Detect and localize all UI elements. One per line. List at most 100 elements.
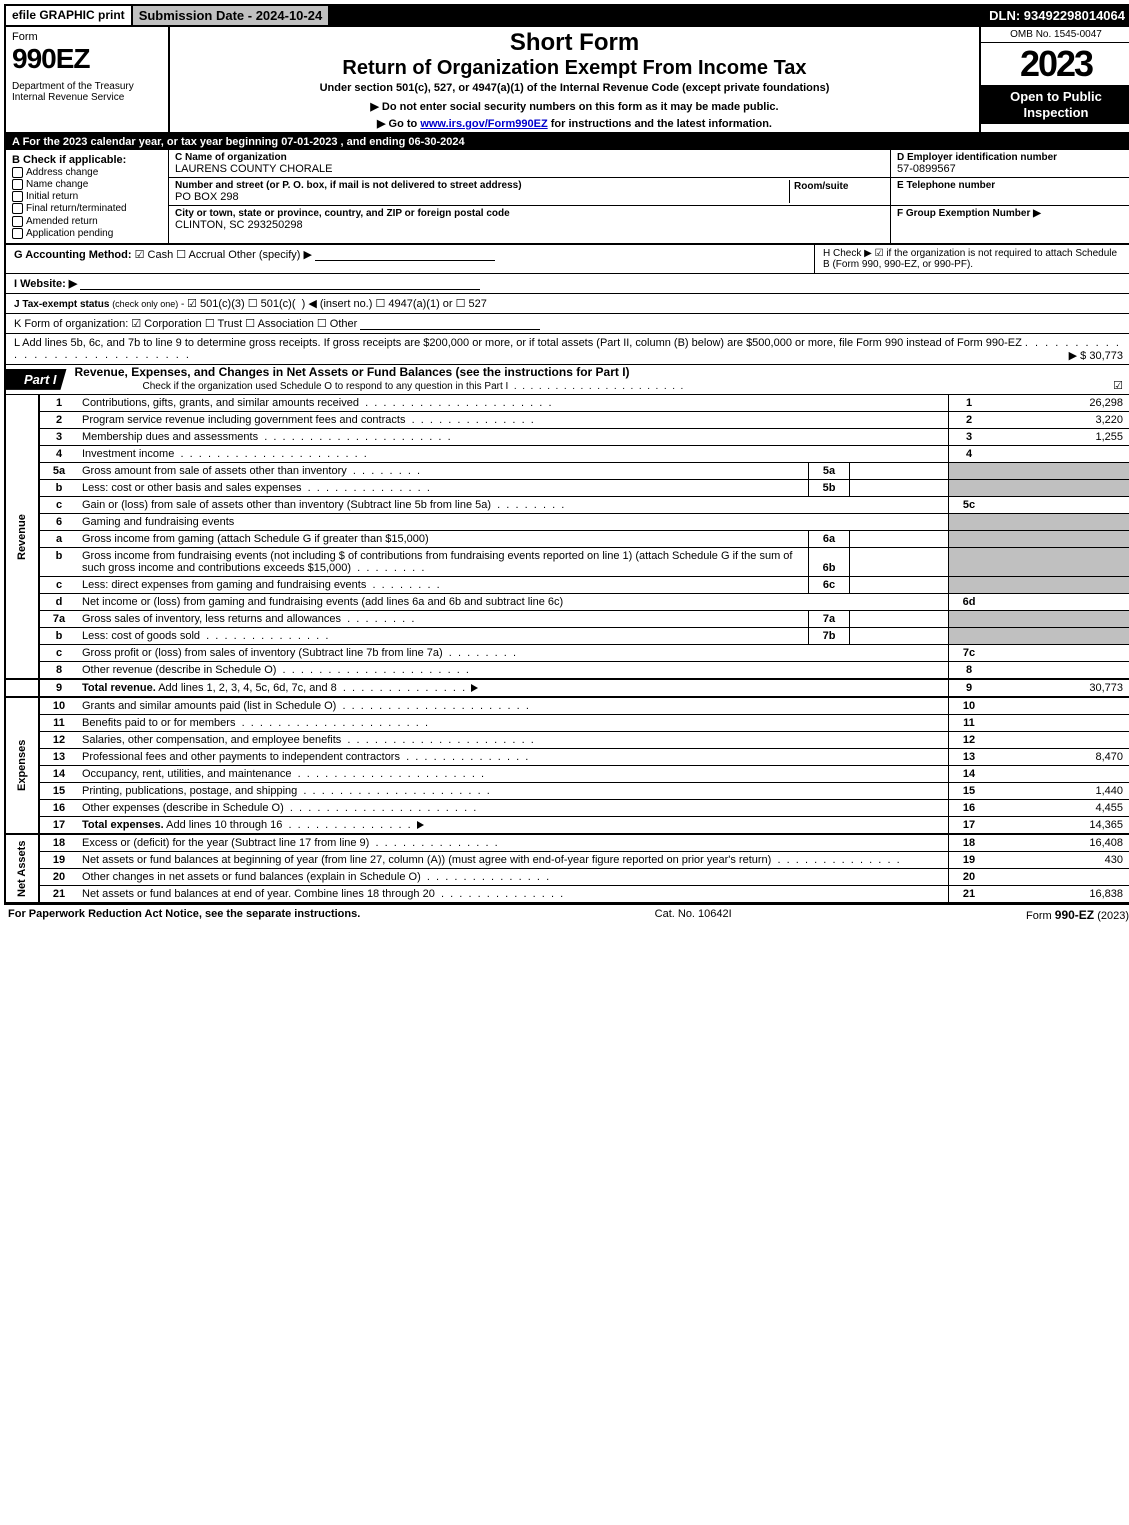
department-label: Department of the Treasury Internal Reve…: [12, 81, 162, 103]
open-inspection-badge: Open to Public Inspection: [981, 85, 1129, 124]
column-b: B Check if applicable: Address change Na…: [6, 150, 169, 243]
part1-tag: Part I: [6, 369, 67, 390]
line-17: 17 Total expenses. Add lines 10 through …: [5, 816, 1129, 834]
form-word: Form: [12, 31, 162, 43]
org-address: PO BOX 298: [175, 191, 789, 203]
gh-block: G Accounting Method: ☑ Cash ☐ Accrual Ot…: [4, 245, 1129, 274]
line-20: 20 Other changes in net assets or fund b…: [5, 868, 1129, 885]
header-mid: Short Form Return of Organization Exempt…: [170, 27, 979, 132]
expenses-side-label: Expenses: [5, 697, 39, 834]
ein-value: 57-0899567: [897, 163, 1125, 175]
line-8: 8 Other revenue (describe in Schedule O)…: [5, 661, 1129, 679]
l-gross-receipts: L Add lines 5b, 6c, and 7b to line 9 to …: [4, 334, 1129, 365]
header-left: Form 990EZ Department of the Treasury In…: [6, 27, 170, 132]
b-opt-final[interactable]: Final return/terminated: [12, 203, 162, 214]
g-other-line[interactable]: [315, 248, 495, 261]
b-opt-initial[interactable]: Initial return: [12, 191, 162, 202]
room-label: Room/suite: [794, 181, 848, 192]
line-2: 2 Program service revenue including gove…: [5, 411, 1129, 428]
line-5a: 5a Gross amount from sale of assets othe…: [5, 462, 1129, 479]
b-opt-amended[interactable]: Amended return: [12, 216, 162, 227]
omb-number: OMB No. 1545-0047: [981, 27, 1129, 43]
website-line[interactable]: [80, 277, 480, 290]
j-tax-exempt: J Tax-exempt status (check only one) - ☑…: [4, 294, 1129, 314]
line-6d: d Net income or (loss) from gaming and f…: [5, 593, 1129, 610]
irs-link[interactable]: www.irs.gov/Form990EZ: [420, 118, 547, 130]
l-text: L Add lines 5b, 6c, and 7b to line 9 to …: [14, 337, 1022, 349]
line-21: 21 Net assets or fund balances at end of…: [5, 885, 1129, 903]
header-block: Form 990EZ Department of the Treasury In…: [4, 27, 1129, 134]
phone-value: [897, 191, 1125, 203]
h-schedule-b: H Check ▶ ☑ if the organization is not r…: [815, 245, 1129, 273]
note2-pre: ▶ Go to: [377, 118, 420, 130]
part1-header: Part I Revenue, Expenses, and Changes in…: [4, 365, 1129, 395]
footer-right: Form 990-EZ (2023): [1026, 908, 1129, 922]
footer-left: For Paperwork Reduction Act Notice, see …: [8, 908, 360, 922]
f-label: F Group Exemption Number ▶: [897, 208, 1125, 219]
line-19: 19 Net assets or fund balances at beginn…: [5, 851, 1129, 868]
g-accounting: G Accounting Method: ☑ Cash ☐ Accrual Ot…: [6, 245, 815, 273]
h-text: H Check ▶ ☑ if the organization is not r…: [823, 248, 1117, 270]
column-c: C Name of organization LAURENS COUNTY CH…: [169, 150, 890, 243]
ssn-warning: ▶ Do not enter social security numbers o…: [178, 100, 971, 113]
revenue-side-label: Revenue: [5, 395, 39, 679]
j-options[interactable]: ☑ 501(c)(3) ☐ 501(c)( ) ◀ (insert no.) ☐…: [187, 298, 487, 310]
b-label: B Check if applicable:: [12, 154, 162, 166]
line-6a: a Gross income from gaming (attach Sched…: [5, 530, 1129, 547]
line-7b: b Less: cost of goods sold 7b: [5, 627, 1129, 644]
g-label: G Accounting Method:: [14, 249, 132, 261]
lines-table: Revenue 1 Contributions, gifts, grants, …: [4, 395, 1129, 904]
c-name-label: C Name of organization: [175, 152, 884, 163]
line-10: Expenses 10 Grants and similar amounts p…: [5, 697, 1129, 715]
netassets-side-label: Net Assets: [5, 834, 39, 903]
d-label: D Employer identification number: [897, 152, 1125, 163]
footer-mid: Cat. No. 10642I: [655, 908, 732, 922]
line-4: 4 Investment income 4: [5, 445, 1129, 462]
part1-sub: Check if the organization used Schedule …: [67, 379, 1093, 394]
g-options[interactable]: ☑ Cash ☐ Accrual Other (specify) ▶: [135, 249, 312, 261]
line-1: Revenue 1 Contributions, gifts, grants, …: [5, 395, 1129, 412]
line-6c: c Less: direct expenses from gaming and …: [5, 576, 1129, 593]
line-11: 11 Benefits paid to or for members 11: [5, 714, 1129, 731]
line-5c: c Gain or (loss) from sale of assets oth…: [5, 496, 1129, 513]
line-3: 3 Membership dues and assessments 3 1,25…: [5, 428, 1129, 445]
line-14: 14 Occupancy, rent, utilities, and maint…: [5, 765, 1129, 782]
tax-year: 2023: [981, 43, 1129, 85]
form-number: 990EZ: [12, 43, 162, 75]
footer: For Paperwork Reduction Act Notice, see …: [4, 904, 1129, 925]
org-city: CLINTON, SC 293250298: [175, 219, 884, 231]
subtitle: Under section 501(c), 527, or 4947(a)(1)…: [178, 82, 971, 94]
line-18: Net Assets 18 Excess or (deficit) for th…: [5, 834, 1129, 852]
part1-check[interactable]: ☑: [1093, 379, 1129, 394]
c-addr-label: Number and street (or P. O. box, if mail…: [175, 180, 789, 191]
short-form-title: Short Form: [178, 29, 971, 57]
b-opt-name[interactable]: Name change: [12, 179, 162, 190]
efile-label[interactable]: efile GRAPHIC print: [6, 6, 131, 25]
k-form-org: K Form of organization: ☑ Corporation ☐ …: [4, 314, 1129, 334]
c-city-label: City or town, state or province, country…: [175, 208, 884, 219]
b-opt-address[interactable]: Address change: [12, 167, 162, 178]
column-right: D Employer identification number 57-0899…: [890, 150, 1129, 243]
note2-post: for instructions and the latest informat…: [548, 118, 772, 130]
line-9: 9 Total revenue. Add lines 1, 2, 3, 4, 5…: [5, 679, 1129, 697]
line-7a: 7a Gross sales of inventory, less return…: [5, 610, 1129, 627]
row-a-taxyear: A For the 2023 calendar year, or tax yea…: [4, 134, 1129, 150]
b-opt-pending[interactable]: Application pending: [12, 228, 162, 239]
k-text[interactable]: K Form of organization: ☑ Corporation ☐ …: [14, 318, 357, 330]
line-5b: b Less: cost or other basis and sales ex…: [5, 479, 1129, 496]
line-6b: b Gross income from fundraising events (…: [5, 547, 1129, 576]
line-13: 13 Professional fees and other payments …: [5, 748, 1129, 765]
line-16: 16 Other expenses (describe in Schedule …: [5, 799, 1129, 816]
l-amount: ▶ $ 30,773: [1069, 349, 1123, 362]
topbar-spacer: [330, 6, 983, 25]
e-label: E Telephone number: [897, 180, 1125, 191]
i-block: I Website: ▶: [4, 274, 1129, 294]
header-right: OMB No. 1545-0047 2023 Open to Public In…: [979, 27, 1129, 132]
org-name: LAURENS COUNTY CHORALE: [175, 163, 884, 175]
line-7c: c Gross profit or (loss) from sales of i…: [5, 644, 1129, 661]
line-15: 15 Printing, publications, postage, and …: [5, 782, 1129, 799]
k-other-line[interactable]: [360, 317, 540, 330]
part1-title: Revenue, Expenses, and Changes in Net As…: [67, 365, 1129, 379]
submission-date: Submission Date - 2024-10-24: [131, 6, 331, 25]
i-label: I Website: ▶: [14, 278, 77, 290]
